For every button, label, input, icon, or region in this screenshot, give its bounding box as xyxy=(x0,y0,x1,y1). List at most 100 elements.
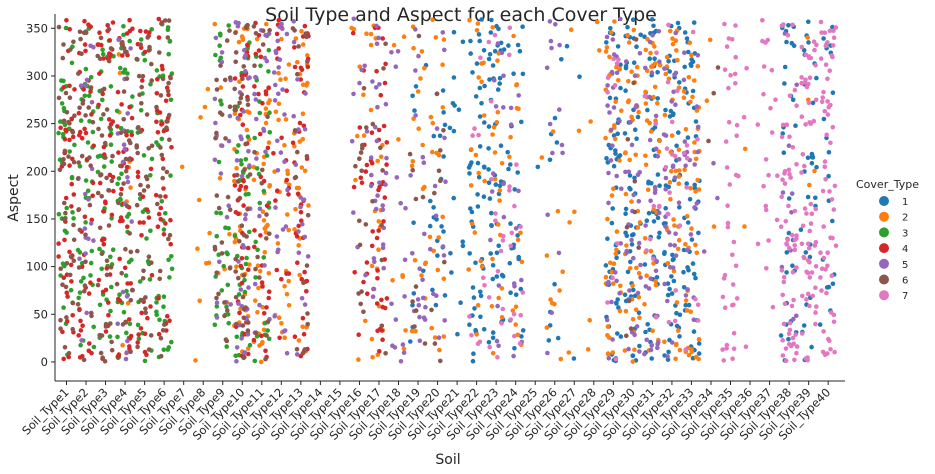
data-point xyxy=(431,248,437,254)
data-point xyxy=(71,222,76,228)
data-point xyxy=(86,105,91,110)
data-point xyxy=(83,48,88,54)
data-point xyxy=(643,329,648,335)
data-point xyxy=(782,171,787,176)
data-point xyxy=(676,130,681,135)
data-point xyxy=(146,347,152,352)
data-point xyxy=(70,134,76,140)
data-point xyxy=(166,18,172,23)
data-point xyxy=(643,223,648,228)
data-point xyxy=(143,295,148,300)
data-point xyxy=(663,175,669,181)
data-point xyxy=(90,119,96,125)
data-point xyxy=(71,39,76,45)
data-point xyxy=(128,185,133,190)
data-point xyxy=(677,312,683,318)
data-point xyxy=(282,143,287,148)
data-point xyxy=(487,344,493,350)
data-point xyxy=(368,183,374,189)
data-point xyxy=(671,217,676,222)
data-point xyxy=(129,115,135,121)
y-tick-label: 0 xyxy=(41,355,48,369)
data-point xyxy=(820,349,826,355)
data-point xyxy=(138,28,143,34)
data-point xyxy=(785,32,791,38)
data-point xyxy=(252,84,257,89)
data-point xyxy=(467,314,472,319)
data-point xyxy=(471,351,476,357)
data-point xyxy=(286,62,292,67)
data-point xyxy=(88,89,93,94)
data-point xyxy=(726,119,732,125)
data-point xyxy=(648,347,654,353)
data-point xyxy=(85,140,91,145)
data-point xyxy=(516,256,521,262)
data-point xyxy=(676,147,682,153)
data-point xyxy=(451,128,457,134)
data-point xyxy=(711,224,717,229)
data-point xyxy=(103,200,108,206)
data-point xyxy=(728,73,733,78)
data-point xyxy=(234,334,240,340)
legend-marker xyxy=(879,196,889,206)
data-point xyxy=(148,228,153,234)
data-point xyxy=(275,249,280,255)
data-point xyxy=(226,226,231,231)
data-point xyxy=(305,321,311,327)
data-point xyxy=(630,317,636,322)
data-point xyxy=(830,218,835,224)
data-point xyxy=(478,293,484,299)
data-point xyxy=(667,28,673,34)
data-point xyxy=(577,74,582,79)
data-point xyxy=(809,160,815,166)
data-point xyxy=(673,231,678,236)
data-point xyxy=(195,246,200,251)
data-point xyxy=(497,188,503,193)
data-point xyxy=(671,256,676,262)
data-point xyxy=(292,45,297,50)
data-point xyxy=(264,203,270,208)
data-point xyxy=(499,315,505,320)
data-point xyxy=(808,201,814,207)
data-point xyxy=(677,347,683,353)
data-point xyxy=(695,318,701,323)
data-point xyxy=(605,333,610,338)
data-point xyxy=(227,266,233,271)
data-point xyxy=(284,31,290,37)
data-point xyxy=(676,200,682,205)
data-point xyxy=(253,31,259,36)
data-point xyxy=(235,211,241,217)
data-point xyxy=(245,331,251,337)
data-point xyxy=(550,129,556,134)
data-point xyxy=(164,125,169,130)
data-point xyxy=(646,180,651,186)
data-point xyxy=(628,187,633,192)
data-point xyxy=(627,249,633,254)
data-point xyxy=(775,173,780,178)
data-point xyxy=(158,145,163,150)
data-point xyxy=(813,285,818,291)
data-point xyxy=(273,50,279,56)
data-point xyxy=(744,65,749,71)
data-point xyxy=(420,277,425,283)
data-point xyxy=(643,89,648,95)
data-point xyxy=(109,178,115,184)
y-tick-label: 150 xyxy=(26,212,48,226)
data-point xyxy=(138,129,143,134)
data-point xyxy=(412,324,417,329)
data-point xyxy=(364,129,370,134)
data-point xyxy=(381,66,386,71)
data-point xyxy=(634,324,640,329)
data-point xyxy=(442,318,448,323)
data-point xyxy=(58,125,63,131)
data-point xyxy=(817,322,823,327)
data-point xyxy=(805,194,811,200)
data-point xyxy=(64,315,69,320)
data-point xyxy=(380,168,385,173)
data-point xyxy=(275,188,280,193)
data-point xyxy=(409,328,415,334)
data-point xyxy=(96,277,102,283)
data-point xyxy=(784,250,790,255)
data-point xyxy=(548,297,553,302)
data-point xyxy=(669,340,675,345)
